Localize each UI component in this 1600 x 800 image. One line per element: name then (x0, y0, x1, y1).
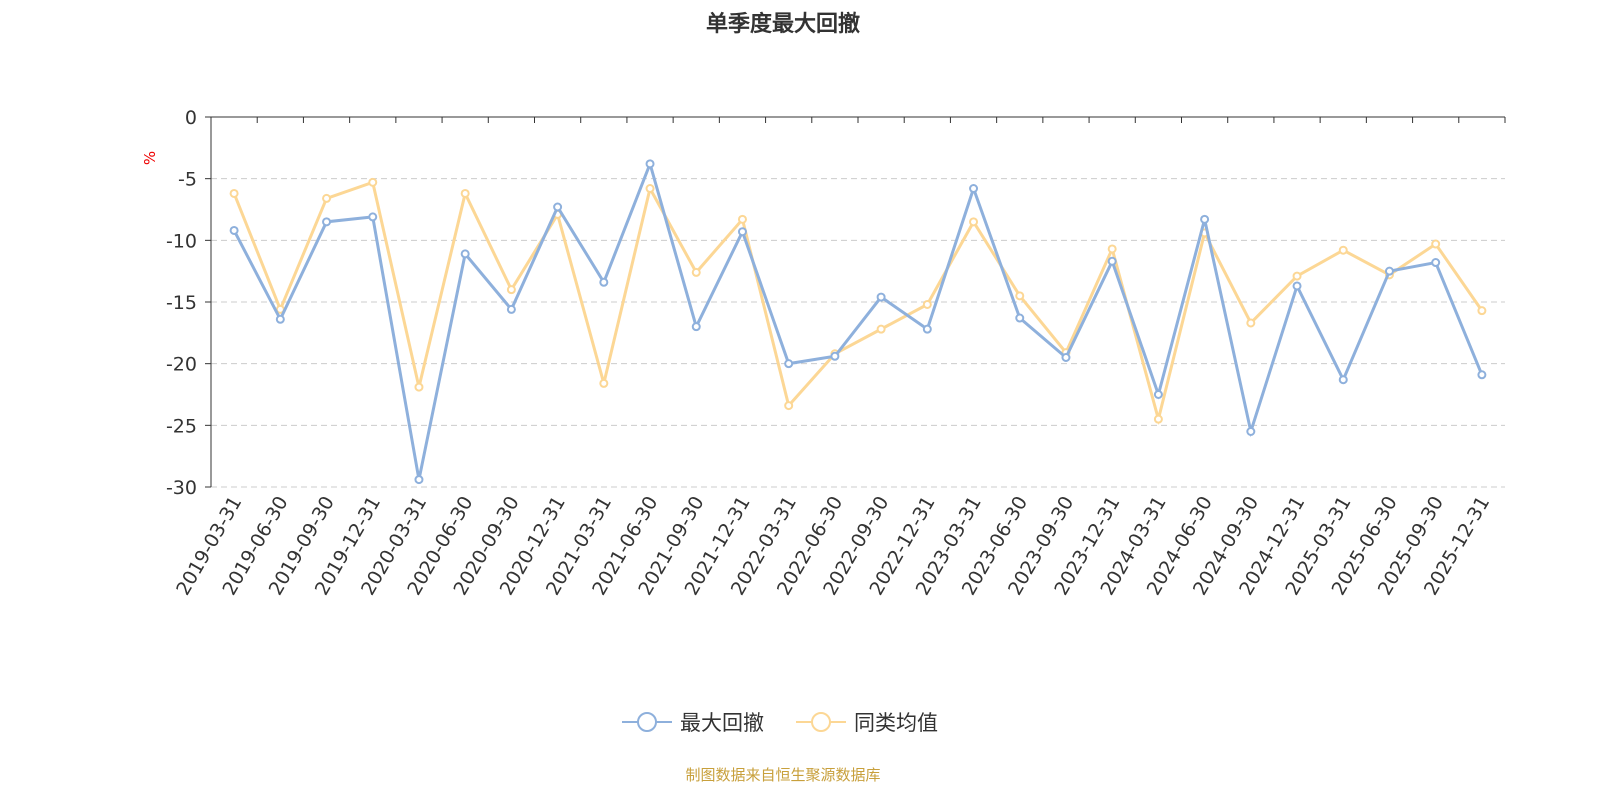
data-point (229, 225, 239, 235)
legend-marker-icon (811, 712, 831, 732)
data-point (506, 285, 516, 295)
data-point (368, 177, 378, 187)
data-point (737, 227, 747, 237)
data-point (876, 324, 886, 334)
chart-title: 单季度最大回撤 (705, 12, 860, 37)
data-point (1384, 266, 1394, 276)
y-tick-label: -20 (166, 354, 197, 376)
data-point (599, 277, 609, 287)
data-point (275, 314, 285, 324)
data-point (922, 299, 932, 309)
series-line (232, 180, 1484, 426)
data-point (1061, 353, 1071, 362)
legend-label: 同类均值 (854, 711, 938, 735)
data-point (1246, 427, 1256, 436)
data-point (460, 188, 470, 198)
data-point (1292, 281, 1302, 291)
data-point (229, 188, 239, 198)
data-point (460, 249, 470, 259)
data-point (1477, 370, 1487, 380)
data-point (322, 193, 332, 203)
y-tick-label: -30 (166, 477, 197, 499)
data-source: 制图数据来自恒生聚源数据库 (685, 766, 881, 784)
y-tick-label: -5 (178, 169, 197, 191)
series-line (232, 159, 1484, 480)
data-point (691, 267, 701, 277)
data-point (784, 359, 794, 369)
data-point (691, 322, 701, 332)
data-point (1107, 244, 1117, 254)
legend-item[interactable]: 最大回撤 (622, 711, 764, 735)
data-point (1338, 245, 1348, 255)
data-point (645, 184, 655, 194)
data-point (1338, 375, 1348, 385)
data-point (506, 304, 516, 314)
data-point (322, 217, 332, 227)
data-point (1477, 306, 1487, 316)
data-point (1431, 258, 1441, 268)
data-point (969, 184, 979, 194)
legend-item[interactable]: 同类均值 (796, 711, 938, 735)
data-point (599, 378, 609, 388)
data-point (1015, 313, 1025, 323)
legend-marker-icon (637, 712, 657, 732)
data-point (1246, 318, 1256, 328)
series-1 (229, 177, 1487, 426)
data-point (1153, 414, 1163, 424)
y-tick-label: -10 (166, 230, 197, 252)
data-point (969, 217, 979, 227)
y-tick-label: -15 (166, 292, 197, 314)
data-point (1200, 214, 1210, 224)
data-point (1153, 390, 1163, 399)
y-tick-label: 0 (185, 107, 197, 129)
data-point (830, 351, 840, 361)
data-point (1431, 239, 1441, 249)
legend-label: 最大回撤 (680, 711, 764, 735)
data-point (922, 324, 932, 334)
data-point (1107, 256, 1117, 266)
series-0 (229, 159, 1487, 485)
data-point (1292, 271, 1302, 281)
y-tick-label: -25 (166, 415, 197, 437)
data-point (368, 212, 378, 222)
data-point (1015, 291, 1025, 301)
data-point (414, 382, 424, 392)
data-point (876, 292, 886, 302)
y-axis-label: % (141, 151, 159, 165)
data-point (784, 401, 794, 411)
data-point (414, 475, 424, 485)
data-point (737, 214, 747, 224)
data-point (553, 202, 563, 212)
data-point (645, 159, 655, 169)
